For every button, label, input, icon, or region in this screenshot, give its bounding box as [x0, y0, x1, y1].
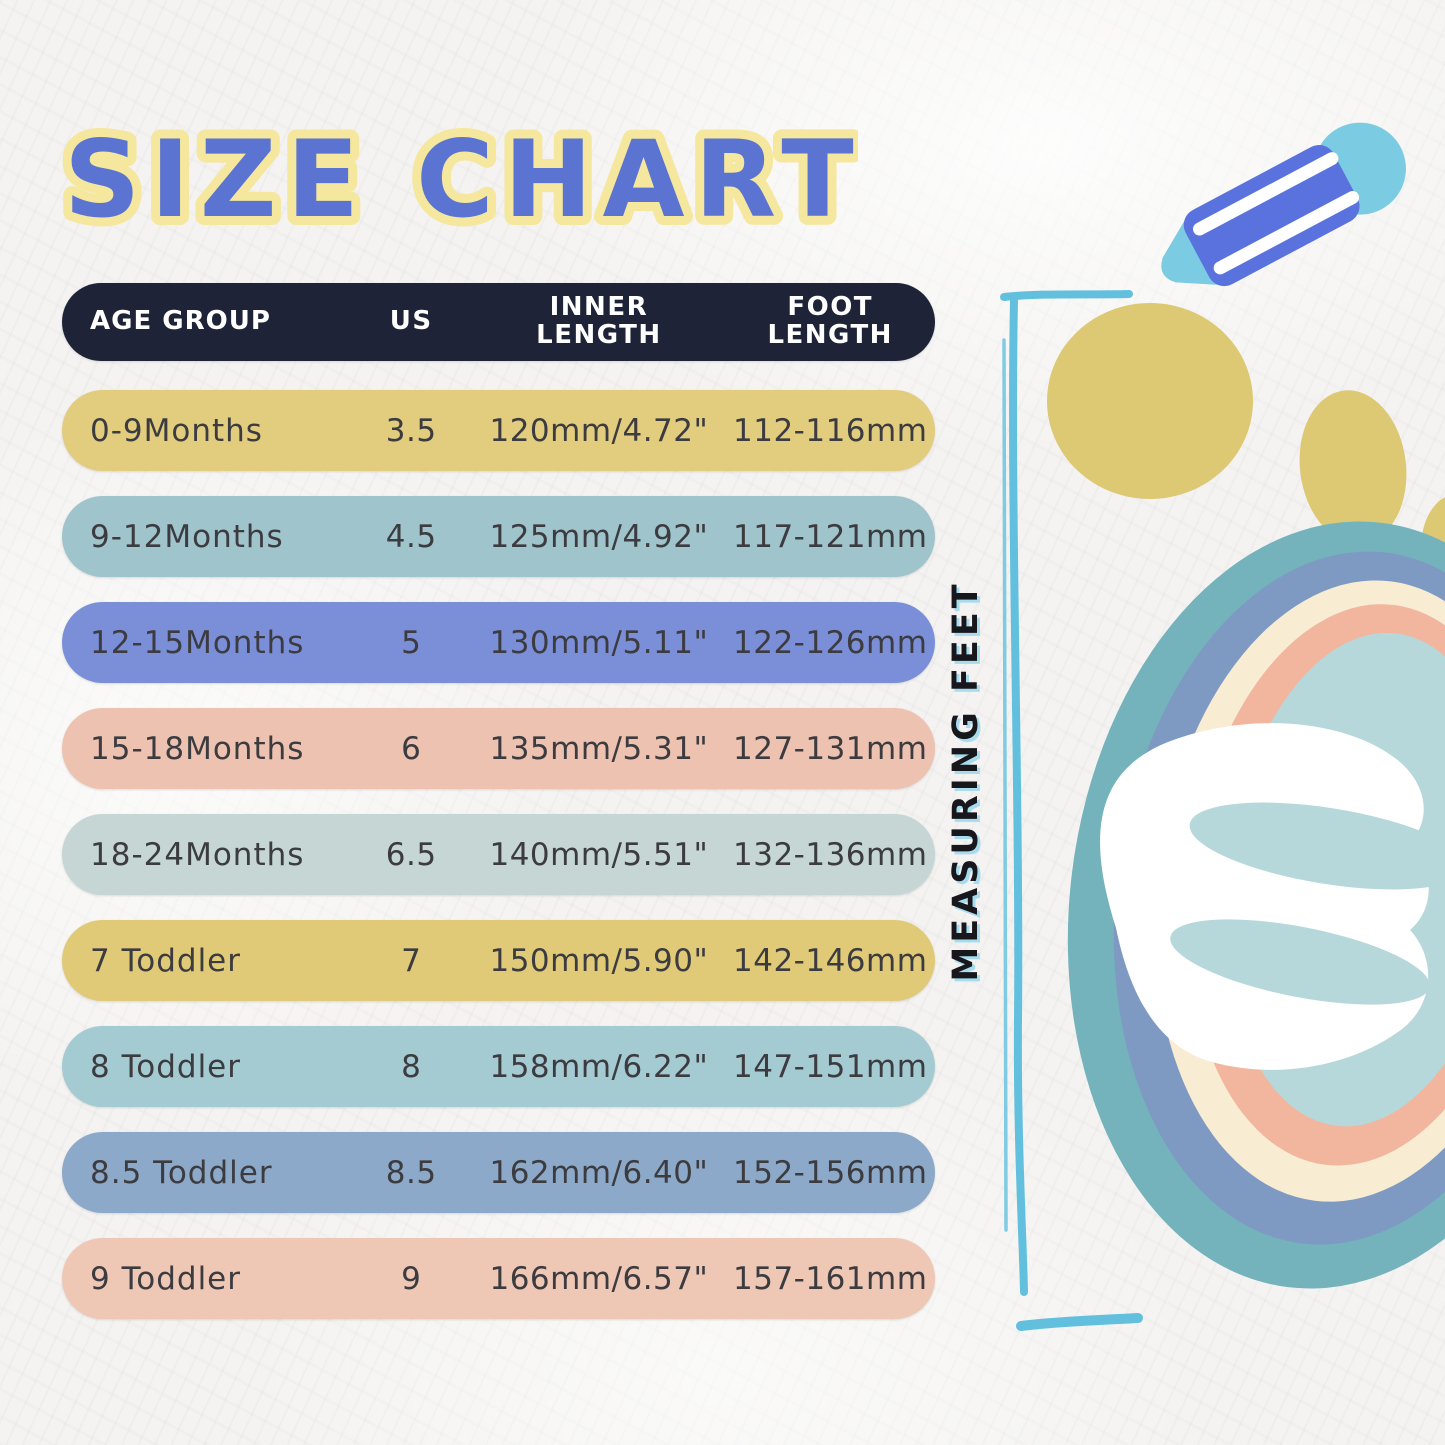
cell-inner-length: 120mm/4.72": [489, 412, 709, 449]
cell-us-size: 7: [401, 942, 422, 979]
header-cell-age-group: AGE GROUP: [90, 306, 271, 337]
size-table: AGE GROUP US INNER LENGTH FOOT LENGTH 0-…: [62, 283, 935, 1344]
cell-inner-length: 166mm/6.57": [489, 1260, 709, 1297]
cell-foot-length: 152-156mm: [733, 1154, 928, 1191]
cell-foot-length: 157-161mm: [733, 1260, 928, 1297]
table-row: 18-24Months 6.5 140mm/5.51" 132-136mm: [62, 814, 935, 895]
cell-us-size: 3.5: [385, 412, 437, 449]
cell-us-size: 5: [401, 624, 422, 661]
cell-us-size: 6: [401, 730, 422, 767]
cell-foot-length: 127-131mm: [733, 730, 928, 767]
header-cell-us: US: [389, 306, 433, 337]
table-row: 15-18Months 6 135mm/5.31" 127-131mm: [62, 708, 935, 789]
table-row: 9-12Months 4.5 125mm/4.92" 117-121mm: [62, 496, 935, 577]
cell-age-group: 8 Toddler: [90, 1048, 241, 1085]
header-cell-foot-length: FOOT LENGTH: [767, 292, 893, 350]
cell-us-size: 8: [401, 1048, 422, 1085]
pencil-icon: [1161, 122, 1406, 287]
cell-inner-length: 162mm/6.40": [489, 1154, 709, 1191]
cell-foot-length: 117-121mm: [733, 518, 928, 555]
cell-age-group: 9 Toddler: [90, 1260, 241, 1297]
cell-inner-length: 150mm/5.90": [489, 942, 709, 979]
footprint-illustration: [1000, 290, 1445, 1331]
cell-foot-length: 142-146mm: [733, 942, 928, 979]
page-title: SIZE CHART: [58, 109, 858, 250]
cell-foot-length: 122-126mm: [733, 624, 928, 661]
cell-age-group: 9-12Months: [90, 518, 284, 555]
cell-foot-length: 112-116mm: [733, 412, 928, 449]
table-row: 0-9Months 3.5 120mm/4.72" 112-116mm: [62, 390, 935, 471]
cell-inner-length: 140mm/5.51": [489, 836, 709, 873]
cell-us-size: 8.5: [385, 1154, 437, 1191]
table-row: 12-15Months 5 130mm/5.11" 122-126mm: [62, 602, 935, 683]
cell-age-group: 0-9Months: [90, 412, 263, 449]
cell-inner-length: 135mm/5.31": [489, 730, 709, 767]
cell-age-group: 8.5 Toddler: [90, 1154, 273, 1191]
cell-age-group: 7 Toddler: [90, 942, 241, 979]
cell-us-size: 6.5: [385, 836, 437, 873]
page-title-text: SIZE CHART: [64, 118, 858, 241]
cell-inner-length: 158mm/6.22": [489, 1048, 709, 1085]
cell-age-group: 12-15Months: [90, 624, 305, 661]
header-cell-inner-length: INNER LENGTH: [536, 292, 662, 350]
cell-inner-length: 125mm/4.92": [489, 518, 709, 555]
measuring-line: [1000, 290, 1143, 1331]
cell-us-size: 9: [401, 1260, 422, 1297]
cell-age-group: 18-24Months: [90, 836, 305, 873]
cell-foot-length: 147-151mm: [733, 1048, 928, 1085]
table-header-row: AGE GROUP US INNER LENGTH FOOT LENGTH: [62, 283, 935, 361]
table-row: 8.5 Toddler 8.5 162mm/6.40" 152-156mm: [62, 1132, 935, 1213]
measuring-feet-label: MEASURING FEET: [946, 580, 986, 982]
table-row: 9 Toddler 9 166mm/6.57" 157-161mm: [62, 1238, 935, 1319]
cell-inner-length: 130mm/5.11": [489, 624, 709, 661]
table-row: 7 Toddler 7 150mm/5.90" 142-146mm: [62, 920, 935, 1001]
cell-foot-length: 132-136mm: [733, 836, 928, 873]
footprint-arch-blob: [1100, 723, 1445, 1070]
table-row: 8 Toddler 8 158mm/6.22" 147-151mm: [62, 1026, 935, 1107]
cell-age-group: 15-18Months: [90, 730, 305, 767]
cell-us-size: 4.5: [385, 518, 437, 555]
